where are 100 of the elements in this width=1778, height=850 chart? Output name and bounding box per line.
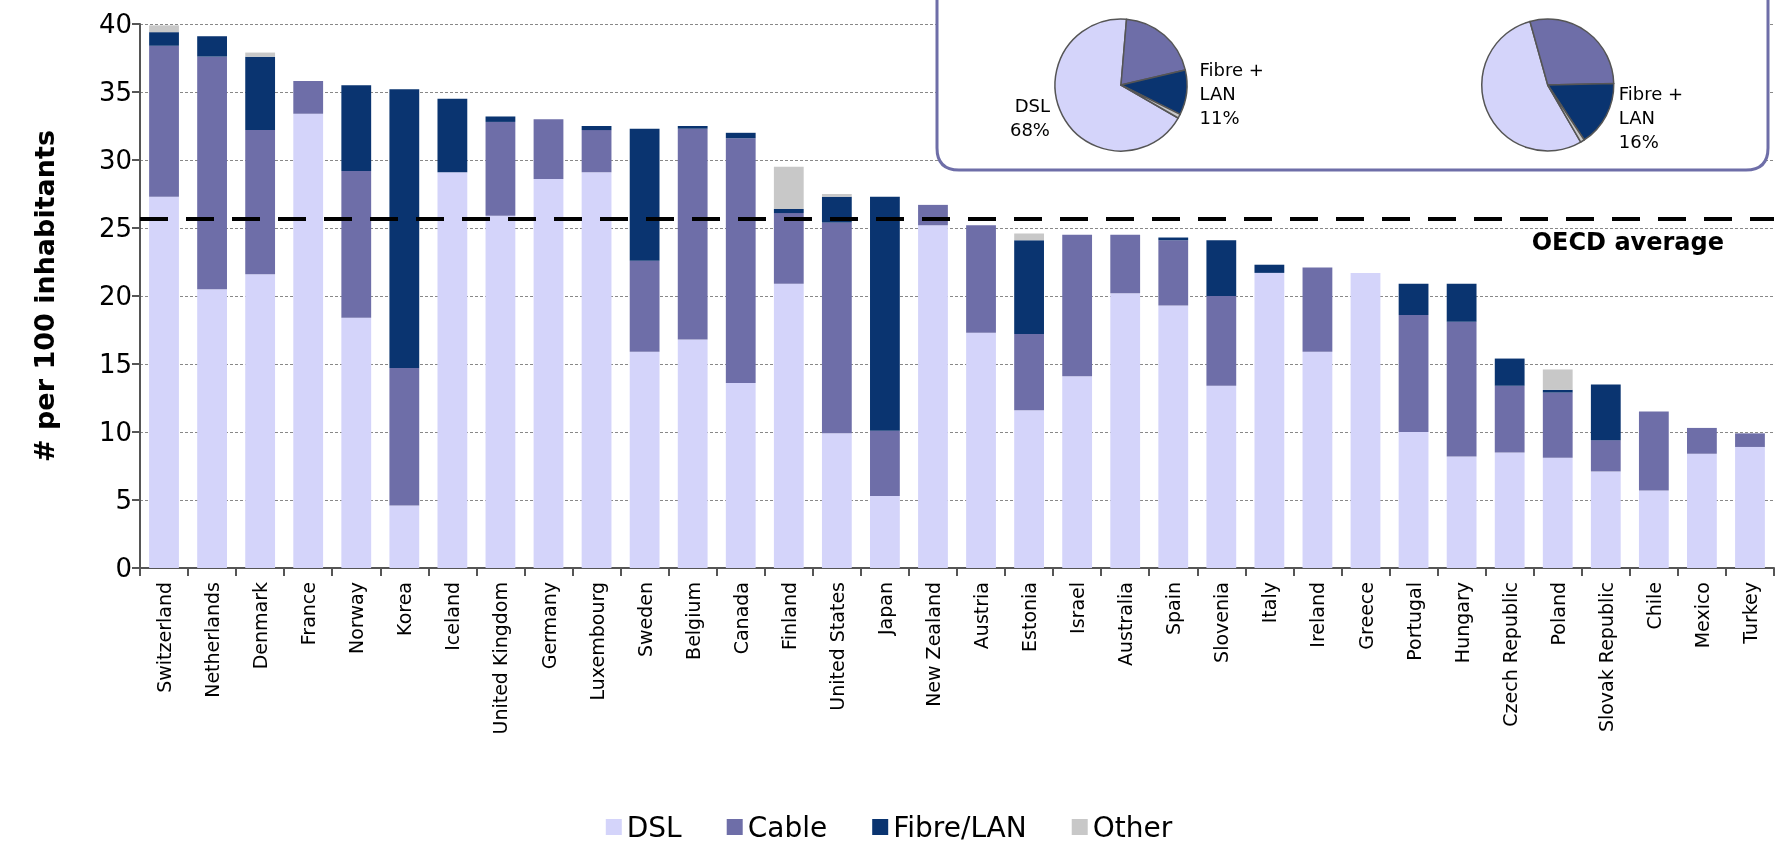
y-tick-label: 5 — [115, 485, 132, 515]
bar — [1590, 440, 1621, 472]
bar — [725, 132, 756, 139]
bar — [870, 430, 900, 496]
x-tick-label: Norway — [345, 582, 368, 655]
bar — [1542, 369, 1573, 390]
bar — [197, 289, 227, 568]
bar — [1446, 283, 1477, 322]
bar — [149, 32, 179, 46]
slice-label: Fibre + LAN — [1618, 82, 1689, 128]
slice-label: Fibre + LAN — [1199, 58, 1270, 104]
bar — [1014, 240, 1044, 335]
y-tick-label: 0 — [115, 553, 132, 583]
y-tick-label: 20 — [98, 281, 132, 311]
bar — [1206, 296, 1237, 386]
x-tick-label: Greece — [1354, 582, 1377, 650]
x-tick-label: United States — [825, 582, 848, 711]
x-tick-label: Denmark — [249, 582, 272, 670]
bar — [389, 368, 420, 506]
x-tick-label: Czech Republic — [1498, 582, 1521, 727]
legend-label: Other — [1092, 810, 1173, 844]
bar — [677, 128, 708, 340]
bar — [245, 274, 276, 568]
bar — [437, 98, 468, 173]
x-tick-label: Korea — [393, 582, 416, 636]
bar — [1014, 334, 1044, 411]
bar — [725, 383, 756, 568]
bar — [197, 56, 227, 290]
bar — [197, 36, 227, 57]
bar — [870, 196, 900, 431]
bar — [581, 172, 612, 568]
bar — [389, 505, 420, 568]
bar — [1110, 234, 1141, 294]
x-tick-label: Portugal — [1402, 582, 1425, 661]
bar — [581, 126, 612, 131]
x-tick-label: Ireland — [1306, 582, 1329, 648]
x-tick-label: Finland — [777, 582, 800, 650]
bar — [389, 89, 420, 369]
bar — [1542, 389, 1573, 393]
bar — [1398, 432, 1429, 568]
bar — [149, 25, 179, 33]
bar — [773, 213, 804, 284]
y-tick-label: 25 — [98, 213, 132, 243]
bar — [1446, 321, 1477, 457]
bar — [773, 283, 804, 568]
bar — [1014, 233, 1044, 241]
bar — [1302, 267, 1333, 352]
bar — [870, 495, 900, 568]
data-label: 11% — [1199, 106, 1240, 128]
x-tick-label: Japan — [873, 582, 896, 636]
bar — [533, 179, 564, 568]
bar — [1062, 234, 1093, 377]
y-tick-label: 15 — [98, 349, 132, 379]
bar — [1206, 240, 1237, 296]
bar — [341, 317, 372, 568]
x-tick-label: Canada — [729, 582, 752, 655]
y-tick-label: 35 — [98, 77, 132, 107]
x-tick-label: Estonia — [1018, 582, 1041, 652]
x-tick-label: United Kingdom — [489, 582, 512, 735]
x-tick-label: Spain — [1162, 582, 1185, 636]
x-tick-label: Luxembourg — [585, 582, 608, 701]
legend-label: Fibre/LAN — [893, 810, 1027, 844]
bar — [1494, 358, 1525, 386]
bar — [1062, 376, 1093, 568]
legend-label: Cable — [747, 810, 828, 844]
bar — [485, 116, 516, 122]
bar — [966, 225, 996, 333]
bar — [677, 126, 708, 129]
bar — [773, 166, 804, 209]
bar — [437, 172, 468, 568]
x-tick-label: Poland — [1546, 582, 1569, 646]
bar — [1590, 384, 1621, 441]
bar — [293, 81, 324, 114]
bar — [629, 260, 660, 352]
x-tick-label: Austria — [970, 582, 993, 650]
legend-label: DSL — [626, 810, 683, 844]
bar — [1735, 446, 1765, 568]
bar — [1687, 453, 1717, 568]
bar — [485, 215, 516, 568]
bar — [1302, 351, 1333, 568]
bar — [821, 194, 852, 197]
bar — [1542, 392, 1573, 458]
bar — [629, 128, 660, 261]
bar — [581, 130, 612, 173]
x-tick-label: France — [297, 582, 320, 646]
bar — [245, 56, 276, 131]
bar — [293, 113, 324, 568]
x-tick-label: Mexico — [1690, 582, 1713, 649]
bar — [629, 351, 660, 568]
bar — [1206, 385, 1237, 568]
ref-line-label: OECD average — [1531, 228, 1724, 257]
bar — [821, 222, 852, 434]
bar — [1638, 490, 1669, 568]
x-tick-label: Belgium — [681, 582, 704, 660]
y-tick-label: 40 — [98, 9, 132, 39]
bar — [918, 225, 948, 568]
bar — [149, 196, 179, 568]
bar — [1158, 305, 1189, 568]
x-tick-label: Australia — [1114, 582, 1137, 667]
x-tick-label: Hungary — [1450, 582, 1473, 664]
